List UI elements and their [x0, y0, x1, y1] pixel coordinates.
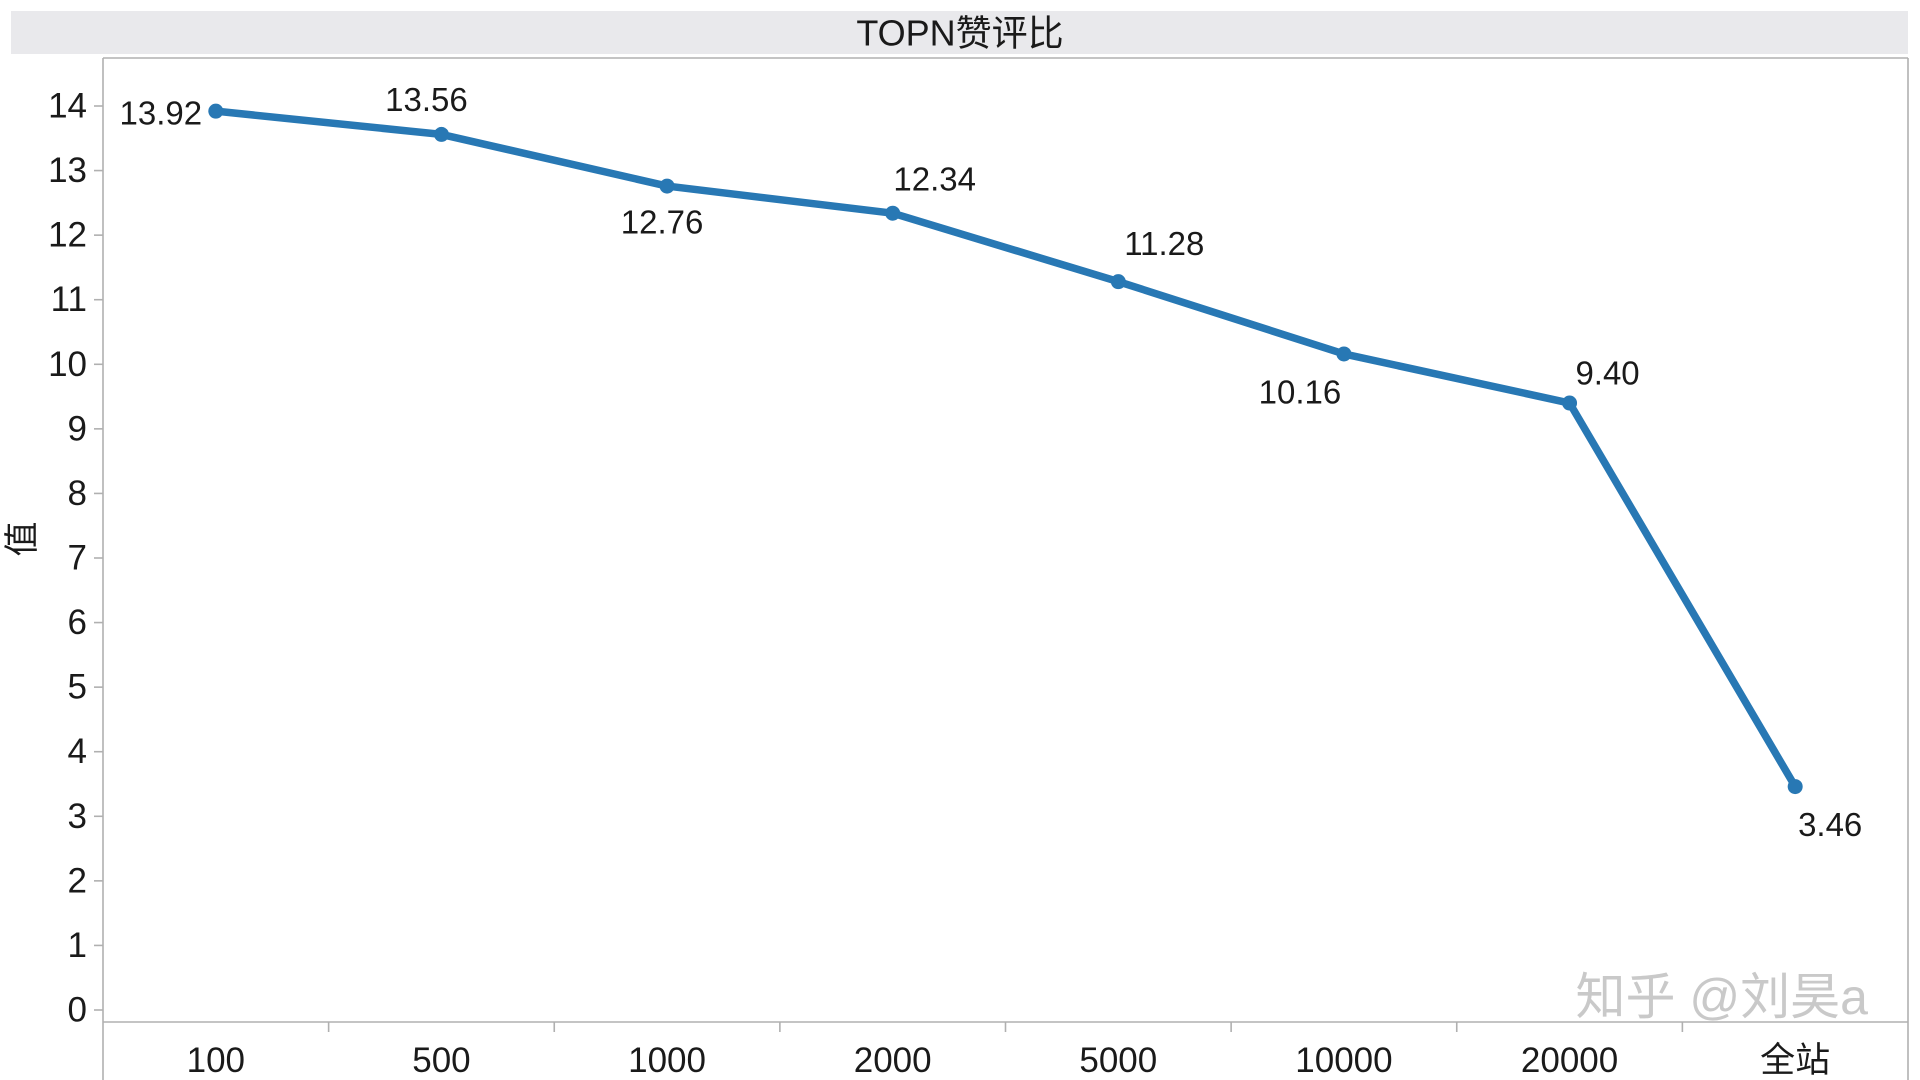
y-tick-label: 1 — [68, 926, 87, 965]
x-tick-label: 500 — [412, 1041, 470, 1080]
x-tick-label: 20000 — [1521, 1041, 1618, 1080]
y-tick-label: 0 — [68, 991, 87, 1030]
y-tick-label: 13 — [48, 151, 87, 190]
y-tick-label: 3 — [68, 797, 87, 836]
y-tick-label: 12 — [48, 216, 87, 255]
y-tick-label: 6 — [68, 603, 87, 642]
series-group — [208, 103, 1803, 795]
data-point-marker — [433, 126, 449, 142]
data-point-label: 12.34 — [893, 161, 976, 198]
data-point-label: 12.76 — [621, 204, 704, 241]
data-point-label: 9.40 — [1575, 355, 1639, 392]
x-axis: 100 500 1000 2000 5000 10000 20000 全站 — [103, 1021, 1908, 1080]
data-point-label: 13.56 — [385, 81, 468, 118]
x-tick-label: 全站 — [1760, 1041, 1830, 1080]
data-point-marker — [208, 103, 224, 119]
y-tick-label: 11 — [51, 280, 87, 319]
y-tick-label: 10 — [48, 345, 87, 384]
data-point-marker — [885, 205, 901, 221]
data-point-marker — [1336, 346, 1352, 362]
x-tick-label: 10000 — [1295, 1041, 1392, 1080]
x-tick-label: 1000 — [628, 1041, 706, 1080]
data-point-label: 3.46 — [1798, 806, 1862, 843]
data-point-marker — [1110, 274, 1126, 290]
x-tick-label: 5000 — [1079, 1041, 1157, 1080]
x-tick-label: 2000 — [854, 1041, 932, 1080]
y-tick-label: 2 — [68, 861, 87, 900]
y-tick-label: 4 — [68, 732, 87, 771]
y-tick-label: 9 — [68, 409, 87, 448]
chart-title-band — [11, 11, 1908, 54]
series-line — [212, 107, 1799, 791]
x-tick-label: 100 — [187, 1041, 245, 1080]
data-point-label: 13.92 — [120, 95, 203, 132]
data-point-marker — [1562, 395, 1578, 411]
y-tick-label: 5 — [68, 668, 87, 707]
data-point-marker — [1787, 779, 1803, 795]
data-point-label: 10.16 — [1259, 373, 1342, 410]
watermark: 知乎 @刘昊a — [1576, 969, 1869, 1025]
y-tick-label: 7 — [68, 539, 87, 578]
y-tick-label: 8 — [68, 474, 87, 513]
chart-title: TOPN赞评比 — [856, 13, 1063, 54]
data-point-label: 11.28 — [1124, 225, 1204, 262]
y-axis-title: 值 — [3, 521, 42, 556]
data-point-marker — [659, 178, 675, 194]
y-tick-label: 14 — [48, 87, 87, 126]
plot-border — [102, 57, 1909, 1080]
data-labels-group: 13.92 13.56 12.76 12.34 11.28 10.16 9.40 3.46 — [120, 81, 1863, 843]
